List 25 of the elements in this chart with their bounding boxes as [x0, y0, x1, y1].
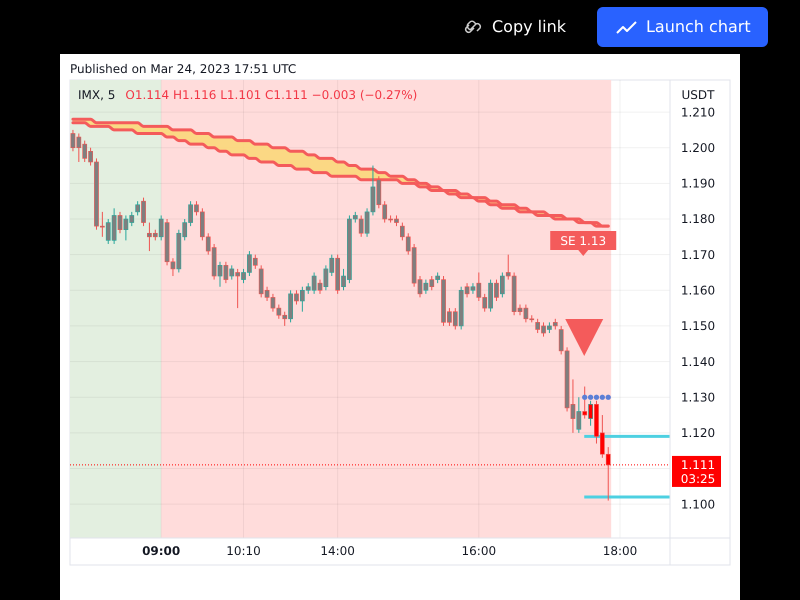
text: Launch chart — [646, 17, 751, 36]
ref-line-label: 1.111 — [680, 458, 716, 472]
text: 03:25 — [680, 472, 716, 486]
text: Copy link — [492, 17, 567, 36]
y-tick-label: 1.200 — [680, 140, 716, 155]
y-tick-label: 1.120 — [680, 426, 716, 440]
y-tick-label: 1.100 — [680, 497, 716, 512]
annotation: SE 1.13 — [560, 234, 606, 248]
text: Published on Mar 24, 2023 17:51 UTC — [70, 62, 296, 76]
text: O1.114 H1.116 L1.101 C1.111 −0.003 (−0.27%) — [125, 88, 418, 102]
y-axis-title: USDT — [682, 88, 716, 102]
x-tick-label: 09:00 — [142, 544, 180, 558]
x-tick-label: 18:00 — [602, 544, 638, 558]
x-tick-label: 16:00 — [462, 544, 496, 558]
y-tick-label: 1.140 — [680, 354, 716, 369]
text: IMX, 5 — [78, 88, 116, 102]
y-tick-label: 1.210 — [680, 105, 716, 120]
y-tick-label: 1.180 — [680, 212, 716, 226]
x-tick-label: 10:10 — [226, 544, 261, 558]
y-tick-label: 1.150 — [680, 319, 716, 334]
x-tick-label: 14:00 — [320, 544, 355, 558]
y-tick-label: 1.170 — [680, 248, 716, 262]
y-tick-label: 1.160 — [680, 283, 716, 298]
y-tick-label: 1.130 — [680, 390, 716, 404]
y-tick-label: 1.190 — [680, 176, 716, 191]
